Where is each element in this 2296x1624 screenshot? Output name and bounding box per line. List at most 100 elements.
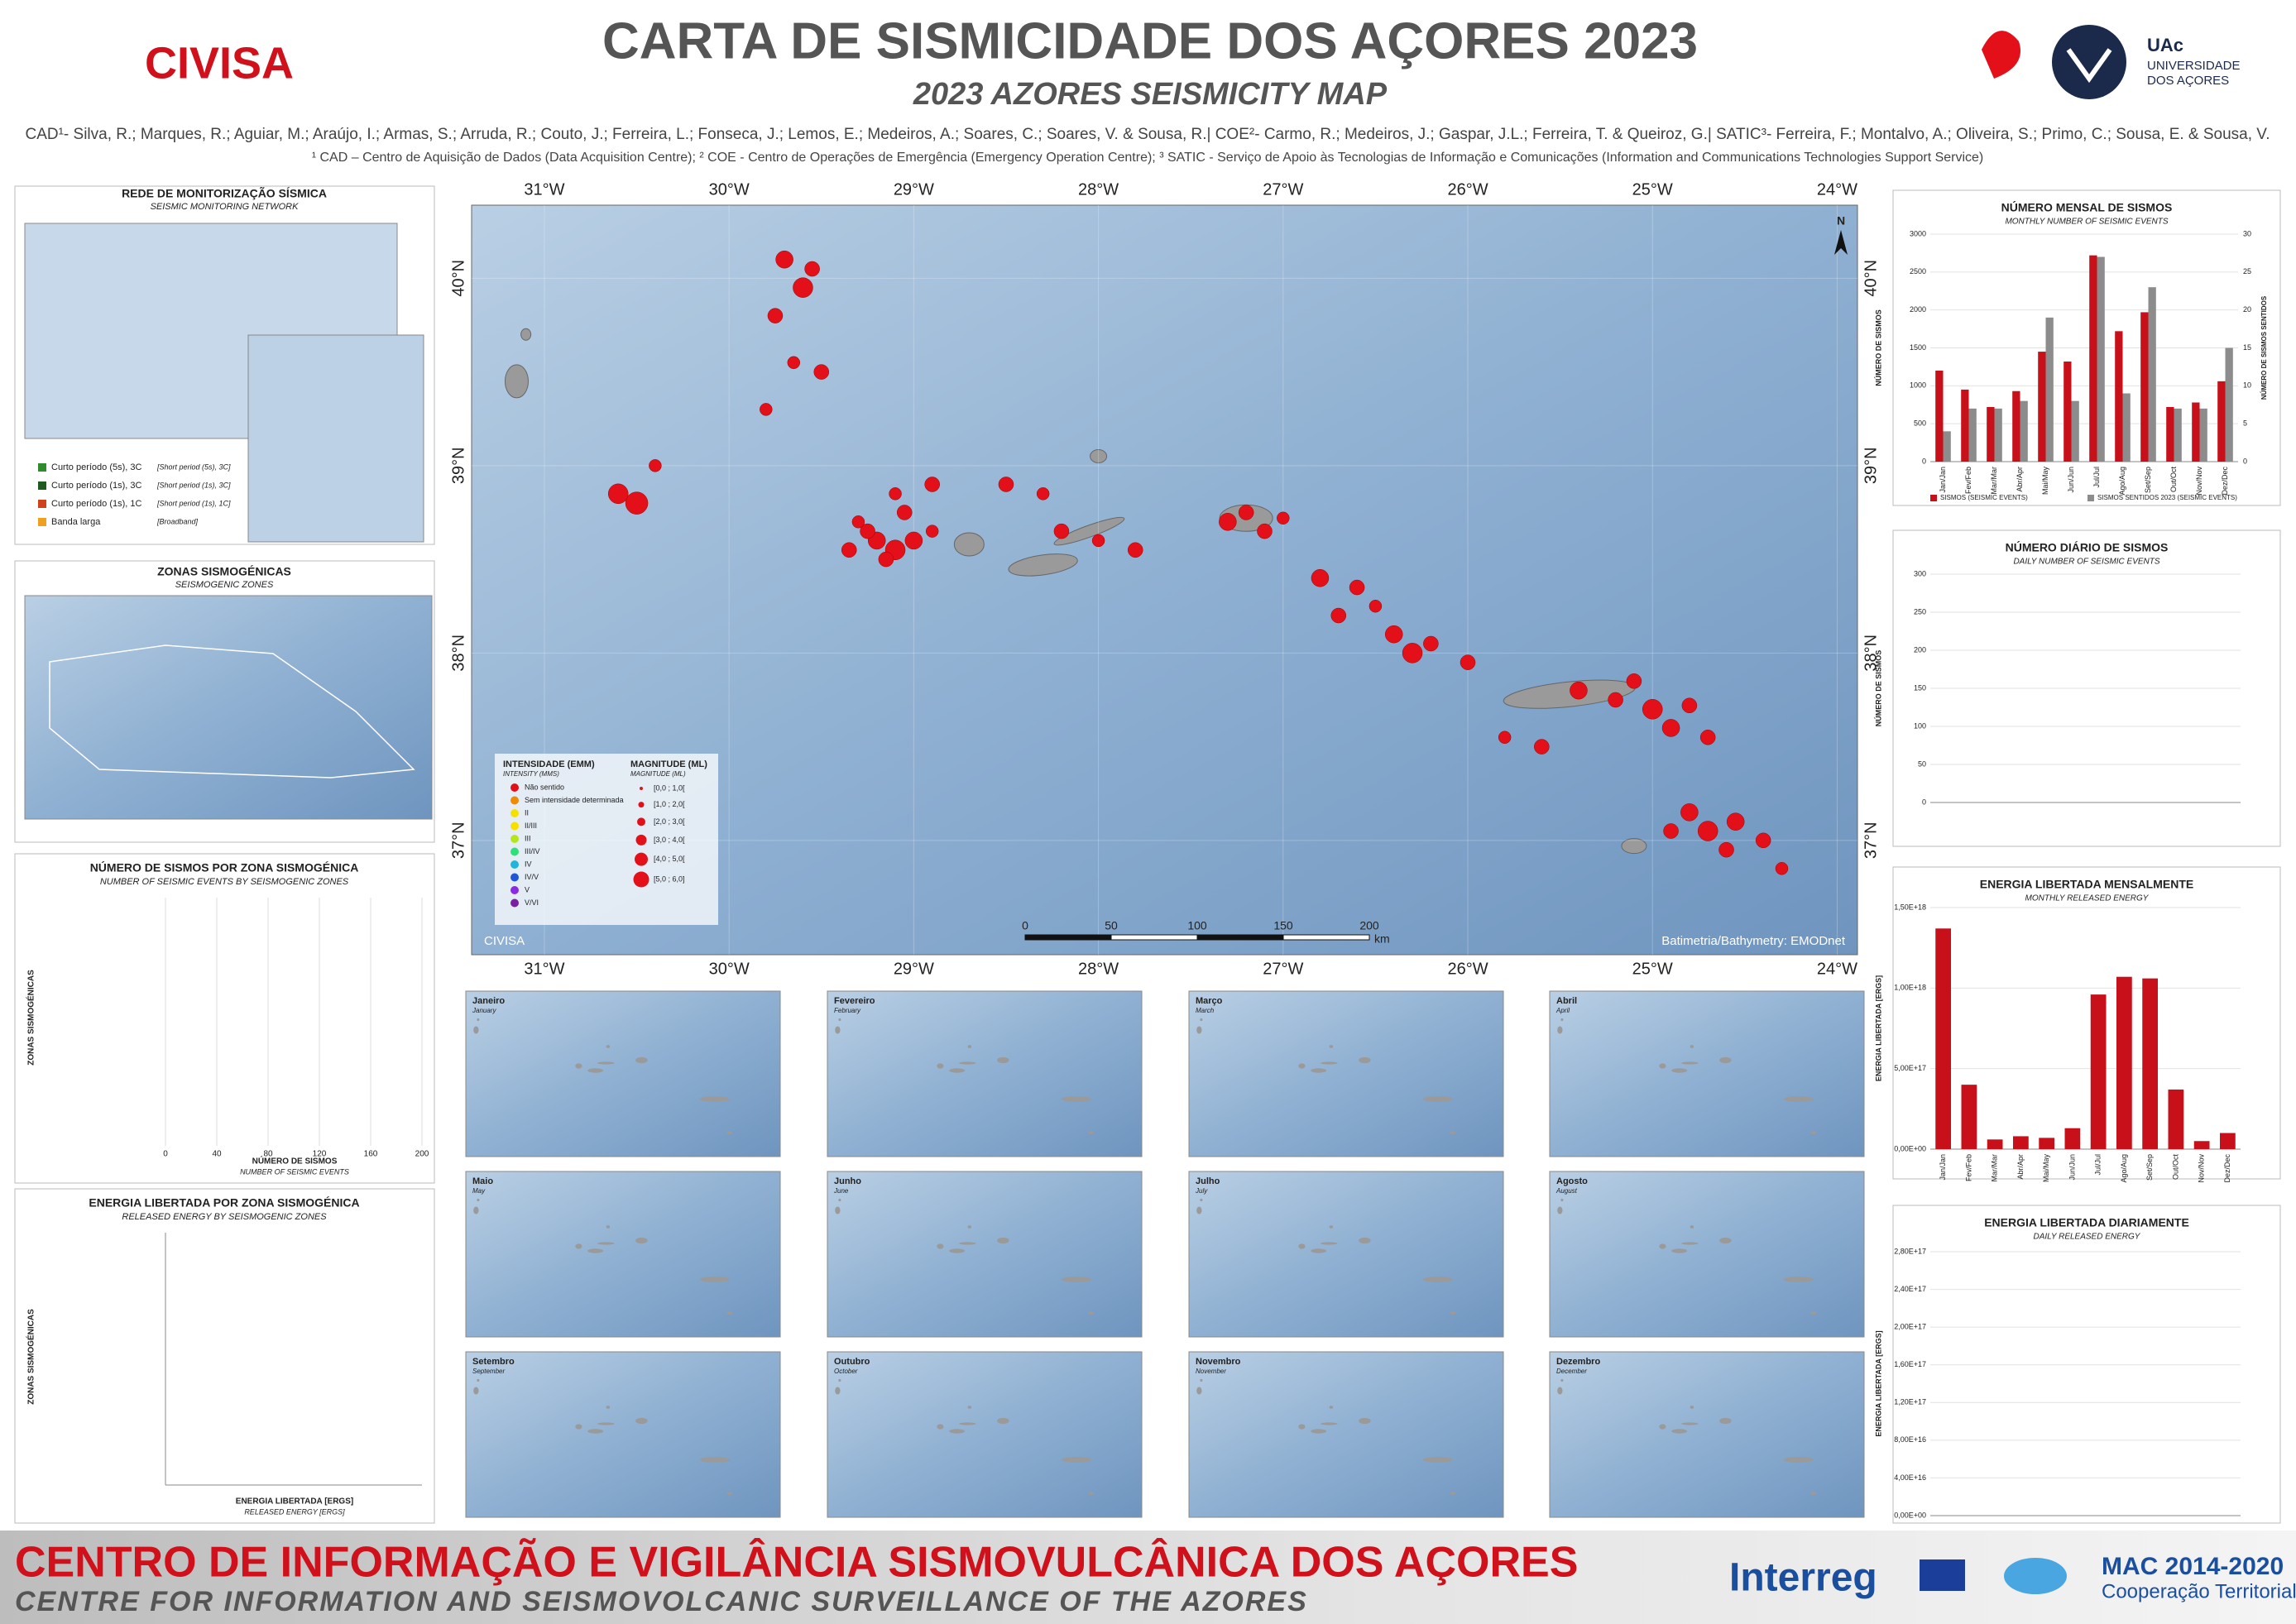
island xyxy=(473,1026,479,1034)
island xyxy=(997,1056,1009,1064)
island xyxy=(838,1018,841,1022)
lon-label: 29°W xyxy=(894,180,934,199)
bar xyxy=(2148,287,2156,462)
month-name: Maio xyxy=(472,1176,493,1186)
map-source: Batimetria/Bathymetry: EMODnet xyxy=(1661,934,1846,948)
bar xyxy=(1943,431,1951,462)
authors: CAD¹- Silva, R.; Marques, R.; Aguiar, M.… xyxy=(25,126,2270,143)
legend-label: V xyxy=(525,885,530,893)
y-tick-label: 1,00E+18 xyxy=(1894,984,1926,992)
legend-label: II/III xyxy=(525,822,537,830)
panel-title: NÚMERO DE SISMOS POR ZONA SISMOGÉNICA xyxy=(90,860,359,874)
seismic-event xyxy=(1219,513,1237,531)
bar xyxy=(1987,1139,2003,1149)
island xyxy=(1560,1378,1564,1382)
lon-label: 27°W xyxy=(1263,180,1303,199)
legend-swatch xyxy=(510,898,519,908)
bar xyxy=(2020,400,2028,462)
bar xyxy=(2064,362,2072,462)
y-axis-label: ENERGIA LIBERTADA [ERGS] xyxy=(1874,975,1882,1081)
island xyxy=(1088,1491,1095,1496)
island xyxy=(597,1061,615,1065)
seismic-event xyxy=(925,525,939,538)
legend-label: Banda larga xyxy=(51,517,101,527)
logos: UAc UNIVERSIDADE DOS AÇORES xyxy=(1982,25,2241,99)
zone-outline xyxy=(49,644,415,778)
x-tick-label: Fev/Feb xyxy=(1964,1154,1972,1181)
x-tick-label: 40 xyxy=(212,1150,222,1159)
x-tick-label: Jul/Jul xyxy=(2092,467,2101,488)
island xyxy=(477,1018,480,1022)
map-legend xyxy=(495,754,718,925)
mac-title: MAC 2014-2020 xyxy=(2102,1553,2284,1580)
island xyxy=(1810,1310,1817,1315)
island xyxy=(1200,1018,1203,1022)
month-map xyxy=(1549,1351,1865,1518)
island xyxy=(1810,1491,1817,1496)
month-map xyxy=(827,990,1143,1157)
seismic-event xyxy=(1680,803,1699,822)
legend-label: II xyxy=(525,808,529,817)
legend-swatch xyxy=(510,809,519,817)
poster-subtitle: 2023 AZORES SEISMICITY MAP xyxy=(913,77,1388,112)
y-tick-label: 1,50E+18 xyxy=(1894,903,1926,911)
island xyxy=(937,1063,944,1069)
y-tick-label: 500 xyxy=(1914,419,1926,428)
x-tick-label: Abr/Apr xyxy=(2016,467,2024,492)
y-tick-label: 1000 xyxy=(1910,381,1926,390)
island xyxy=(726,1310,733,1315)
island xyxy=(967,1225,972,1229)
island xyxy=(1311,1068,1327,1073)
y-axis-label: NÚMERO DE SISMOS xyxy=(1873,309,1882,386)
island xyxy=(1329,1406,1334,1409)
lon-label: 25°W xyxy=(1632,180,1673,199)
legend-swatch xyxy=(635,834,647,846)
island xyxy=(1061,1096,1092,1102)
island xyxy=(1557,1026,1563,1034)
seismic-event xyxy=(1626,673,1642,689)
island xyxy=(835,1206,841,1214)
y-axis-label: ENERGIA LIBERTADA [ERGS] xyxy=(1874,1330,1882,1436)
month-name-en: November xyxy=(1196,1368,1226,1375)
legend-swatch xyxy=(510,796,519,805)
island xyxy=(1671,1429,1688,1434)
seismic-event xyxy=(1642,699,1663,720)
seismic-event xyxy=(878,551,894,568)
seismic-event xyxy=(760,403,773,416)
island xyxy=(1422,1096,1454,1102)
seismic-event xyxy=(1127,542,1143,558)
island xyxy=(606,1045,611,1048)
island xyxy=(949,1248,966,1253)
x-tick-label: Jun/Jun xyxy=(2067,467,2075,493)
seismic-event xyxy=(1570,681,1588,700)
axis-label: ZONAS SISMOGÉNICAS xyxy=(26,1309,36,1405)
island xyxy=(699,1096,731,1102)
footnote: ¹ CAD – Centro de Aquisição de Dados (Da… xyxy=(312,151,1984,165)
island xyxy=(1450,1491,1456,1496)
island xyxy=(1196,1206,1202,1214)
bar xyxy=(2168,1089,2184,1149)
scale-bar xyxy=(1024,934,1112,941)
seismic-event xyxy=(1697,821,1718,841)
bar xyxy=(2013,1136,2029,1149)
scale-unit: km xyxy=(1374,932,1390,946)
y-tick-label: 0 xyxy=(1922,457,1926,465)
bar xyxy=(2192,402,2200,462)
seismic-event xyxy=(1775,862,1789,875)
x-tick-label: Mai/May xyxy=(2041,467,2049,496)
legend-swatch xyxy=(635,852,648,866)
map-layer xyxy=(472,205,1857,955)
island xyxy=(1008,553,1078,577)
axis-label: ENERGIA LIBERTADA [ERGS] xyxy=(236,1497,353,1507)
lon-label: 25°W xyxy=(1632,960,1673,978)
y-tick-label: 2,80E+17 xyxy=(1894,1247,1926,1255)
seismic-event xyxy=(841,542,857,558)
month-map xyxy=(1188,990,1504,1157)
lon-label: 30°W xyxy=(709,180,750,199)
uac-line: DOS AÇORES xyxy=(2147,74,2229,88)
legend-subtitle: INTENSITY (MMS) xyxy=(503,770,559,778)
seismic-event xyxy=(1663,823,1679,839)
legend-swatch xyxy=(510,835,519,843)
month-name-en: October xyxy=(834,1368,858,1375)
